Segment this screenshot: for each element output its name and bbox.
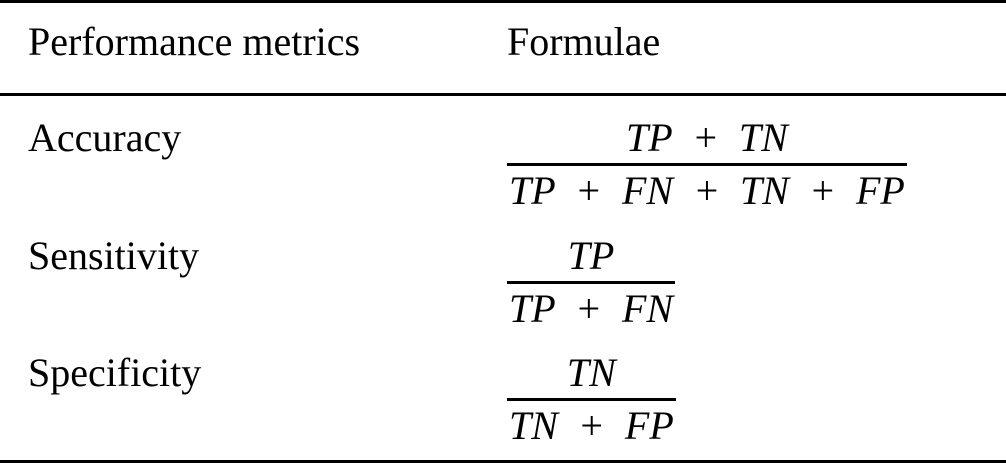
formula: TN TN + FP xyxy=(507,348,676,451)
metric-name: Accuracy xyxy=(28,115,182,160)
header-cell: Performance metrics xyxy=(28,19,361,64)
formula: TP + TN TP + FN + TN + FP xyxy=(507,113,907,216)
numerator: TN xyxy=(507,348,676,401)
metric-name: Sensitivity xyxy=(28,233,200,278)
formula: TP TP + FN xyxy=(507,231,676,334)
denominator: TP + FN xyxy=(509,286,674,331)
bottom-rule xyxy=(0,460,1006,463)
denominator: TN + FP xyxy=(509,403,674,448)
header-cell: Formulae xyxy=(507,19,661,64)
numerator: TP + TN xyxy=(507,113,907,166)
header-rule xyxy=(0,93,1006,96)
top-rule xyxy=(0,0,1006,3)
metric-name: Specificity xyxy=(28,350,202,395)
numerator: TP xyxy=(507,231,676,284)
denominator: TP + FN + TN + FP xyxy=(509,168,905,213)
